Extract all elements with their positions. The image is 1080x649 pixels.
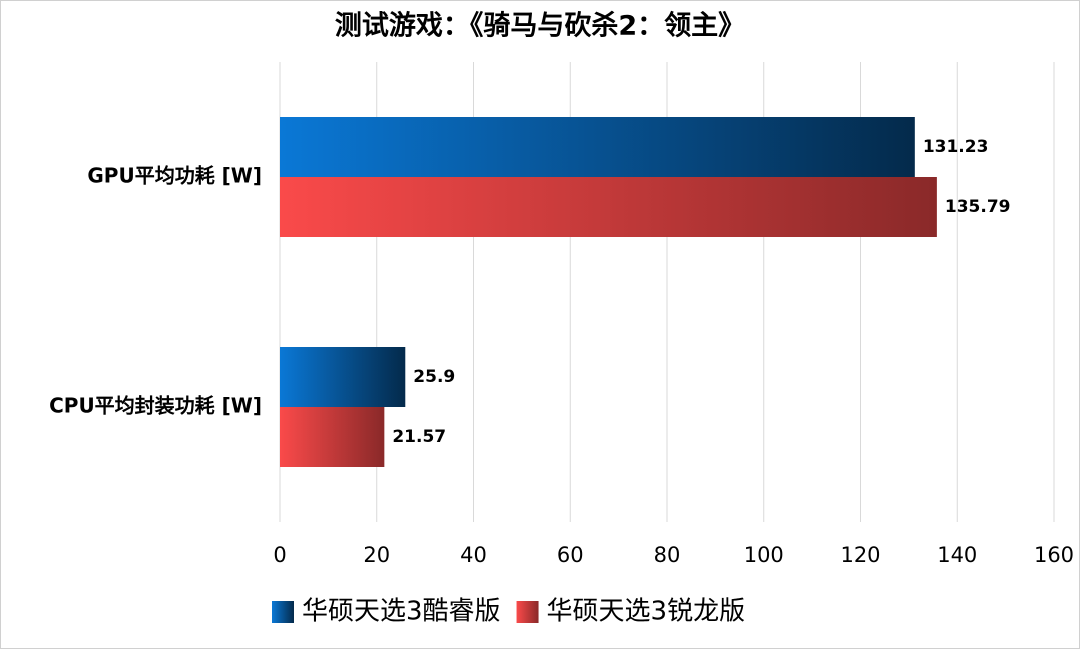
legend-label: 华硕天选3锐龙版 (547, 597, 746, 627)
x-tick-label: 160 (1034, 543, 1074, 567)
legend-label: 华硕天选3酷睿版 (302, 597, 501, 627)
x-tick-label: 100 (744, 543, 784, 567)
x-tick-label: 120 (840, 543, 880, 567)
x-tick-label: 140 (937, 543, 977, 567)
x-tick-label: 0 (273, 543, 286, 567)
bar (280, 407, 385, 467)
value-label: 25.9 (413, 367, 455, 387)
legend-swatch (272, 601, 294, 623)
bar (280, 177, 937, 237)
value-label: 21.57 (392, 427, 446, 447)
x-tick-label: 80 (654, 543, 681, 567)
chart-title: 测试游戏：《骑马与砍杀2：领主》 (335, 10, 745, 42)
y-tick-label: GPU平均功耗 [W] (87, 164, 262, 188)
y-tick-label: CPU平均封装功耗 [W] (49, 394, 262, 418)
x-tick-label: 60 (557, 543, 584, 567)
value-label: 131.23 (923, 137, 989, 157)
bar (280, 117, 915, 177)
x-tick-label: 20 (363, 543, 390, 567)
x-tick-label: 40 (460, 543, 487, 567)
value-label: 135.79 (945, 197, 1011, 217)
bar (280, 347, 406, 407)
legend-swatch (516, 601, 539, 623)
